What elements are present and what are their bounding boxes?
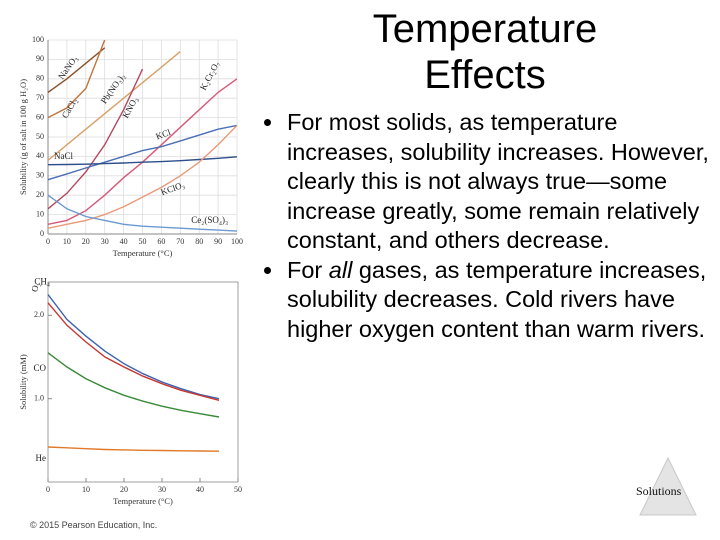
series-label: Ce₂(SO₄)₃: [191, 215, 228, 225]
x-tick-label: 40: [120, 237, 128, 246]
x-tick-label: 0: [46, 485, 50, 494]
bullet-list: For most solids, as temperature increase…: [255, 108, 720, 344]
title-line: Effects: [424, 53, 546, 97]
slide-title: Temperature Effects: [330, 6, 640, 98]
x-tick-label: 10: [82, 485, 90, 494]
y-tick-label: 10: [36, 209, 44, 218]
badge-triangle: [639, 456, 697, 516]
series-line: [47, 51, 181, 161]
y-tick-label: 40: [36, 151, 44, 160]
bullet-text: For: [287, 256, 329, 283]
x-tick-label: 40: [196, 485, 204, 494]
series-label: CH₄: [34, 277, 50, 287]
x-tick-label: 70: [176, 237, 184, 246]
y-tick-label: 0: [40, 229, 44, 238]
series-label: CaCl₂: [60, 96, 79, 120]
x-tick-label: 50: [139, 237, 147, 246]
plot-frame: [47, 281, 239, 483]
series-label: Pb(NO₃)₂: [99, 71, 127, 105]
x-tick-label: 60: [157, 237, 165, 246]
series-line: [47, 68, 144, 210]
y-tick-label: 90: [36, 54, 44, 63]
y-tick-label: 100: [32, 35, 44, 44]
series-label: KClO₃: [159, 179, 186, 197]
y-tick-label: 80: [36, 74, 44, 83]
series-line: [47, 294, 220, 400]
x-tick-label: 30: [101, 237, 109, 246]
y-tick-label: 2.0: [34, 310, 44, 319]
y-tick-label: 1.0: [34, 393, 44, 402]
bullet-emphasis: all: [328, 256, 353, 283]
series-label: O₂: [29, 281, 42, 293]
badge-label: Solutions: [636, 484, 682, 498]
title-line: Temperature: [372, 7, 598, 51]
y-tick-label: 70: [36, 93, 44, 102]
x-axis-label: Temperature (°C): [113, 248, 173, 258]
x-axis-label: Temperature (°C): [113, 496, 173, 506]
bullet: For most solids, as temperature increase…: [285, 108, 720, 256]
series-label: NaCl: [54, 151, 73, 161]
series-line: [47, 39, 106, 119]
series-line: [47, 124, 238, 181]
series-line: [47, 302, 220, 401]
x-tick-label: 20: [120, 485, 128, 494]
series-line: [47, 446, 220, 452]
series-line: [47, 352, 220, 418]
footer: © 2015 Pearson Education, Inc.: [30, 520, 158, 530]
x-tick-label: 50: [234, 485, 242, 494]
x-tick-label: 90: [214, 237, 222, 246]
series-line: [47, 124, 238, 229]
series-line: [47, 194, 238, 232]
series-line: [47, 156, 238, 166]
bullet-text: gases, as temperature increases, solubil…: [287, 256, 707, 342]
y-tick-label: 50: [36, 132, 44, 141]
series-label: NaNO₃: [56, 54, 79, 82]
x-tick-label: 80: [195, 237, 203, 246]
x-tick-label: 100: [231, 237, 243, 246]
x-tick-label: 30: [158, 485, 166, 494]
y-tick-label: 20: [36, 190, 44, 199]
series-label: He: [36, 453, 47, 463]
series-label: KCl: [154, 127, 172, 142]
x-tick-label: 10: [63, 237, 71, 246]
series-line: [47, 47, 106, 93]
y-axis-label: Solubility (mM): [18, 354, 28, 410]
y-tick-label: 30: [36, 171, 44, 180]
series-label: CO: [33, 363, 46, 373]
x-tick-label: 0: [46, 237, 50, 246]
x-tick-label: 20: [82, 237, 90, 246]
bullet: For all gases, as temperature increases,…: [285, 256, 720, 345]
y-tick-label: 60: [36, 112, 44, 121]
y-axis-label: Solubility (g of salt in 100 g H₂O): [18, 79, 28, 195]
